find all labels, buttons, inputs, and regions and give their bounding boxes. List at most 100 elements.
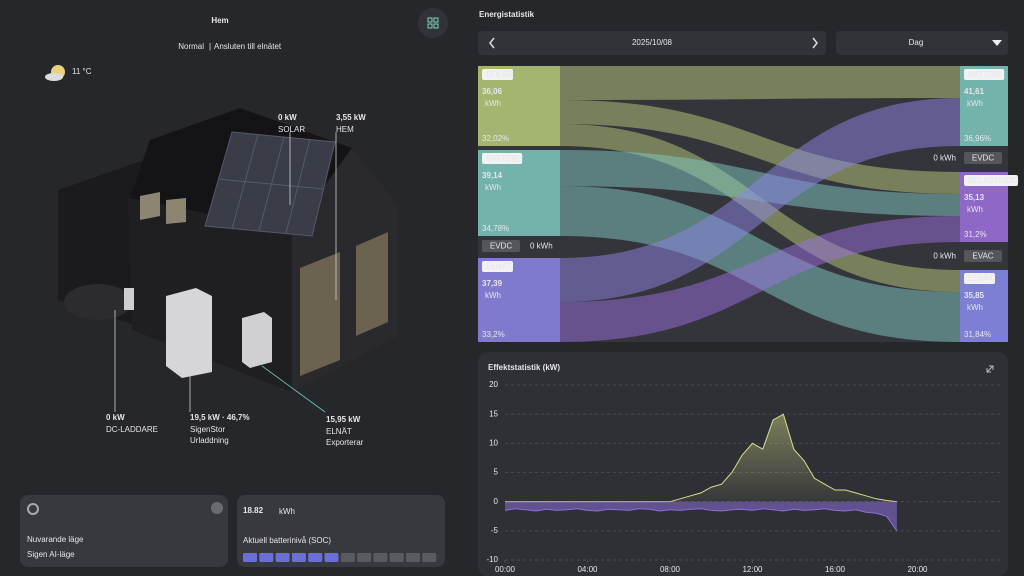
node-badge: [482, 240, 520, 252]
soc-segment: [259, 553, 274, 562]
mode-label: Nuvarande läge: [27, 535, 84, 544]
flow-value: 0 kW: [278, 113, 297, 122]
node-label: BATTERI: [968, 70, 1001, 79]
date: 2025/10/08: [632, 38, 673, 47]
node-share: 31,2%: [964, 230, 987, 239]
sankey-band: [560, 100, 960, 194]
period-select[interactable]: [836, 31, 1008, 55]
soc-segment: [324, 553, 339, 562]
node-badge: [482, 261, 513, 272]
battery-value: 18.82: [243, 506, 264, 515]
node-label: BELASTNING: [968, 176, 1019, 185]
node-amount: 0 kWh: [530, 242, 553, 251]
node-badge: [964, 69, 1005, 80]
battery-label: Aktuell batterinivå (SOC): [243, 536, 331, 545]
node-share: 34,78%: [482, 224, 509, 233]
soc-segment: [357, 553, 372, 562]
node-label: ELNÄT: [968, 274, 994, 283]
mode-value: Sigen AI-läge: [27, 550, 75, 559]
node-value: 41,61: [964, 87, 985, 96]
battery-card: [237, 495, 445, 567]
soc-segment: [422, 553, 437, 562]
soc-segment: [243, 553, 257, 562]
node-label: EVDC: [972, 154, 994, 163]
section-title: Energistatistik: [479, 10, 535, 19]
sankey-node: [478, 150, 560, 236]
sankey-band: [560, 216, 960, 342]
x-tick-label: 12:00: [742, 565, 763, 574]
flow-value: 15,95 kW: [326, 415, 361, 424]
node-label: ELNÄT: [486, 262, 512, 271]
soc-segment: [373, 553, 388, 562]
node-unit: kWh: [485, 183, 501, 192]
node-label: BATTERI: [486, 154, 519, 163]
node-share: 32,02%: [482, 134, 509, 143]
node-badge: [964, 175, 1018, 186]
status: Normal: [178, 42, 204, 51]
x-tick-label: 00:00: [495, 565, 516, 574]
node-badge: [482, 69, 513, 80]
x-tick-label: 04:00: [577, 565, 598, 574]
y-tick-label: 15: [489, 409, 498, 418]
page-title: Hem: [211, 16, 228, 25]
layout-toggle[interactable]: [418, 8, 448, 38]
node-share: 33,2%: [482, 330, 505, 339]
flow-status: Urladdning: [190, 436, 229, 445]
soc-segment: [406, 553, 420, 562]
date-arrows[interactable]: [489, 37, 818, 49]
house-illustration: [58, 108, 398, 413]
sankey-band: [560, 66, 960, 100]
node-badge: [964, 152, 1002, 164]
node-amount: 0 kWh: [933, 154, 956, 163]
flow-label: ELNÄT: [326, 427, 352, 436]
soc-segment: [308, 553, 323, 562]
node-value: 39,14: [482, 171, 503, 180]
node-value: 36,06: [482, 87, 503, 96]
flow-label: DC-LADDARE: [106, 425, 158, 434]
battery-unit: kWh: [279, 507, 295, 516]
chart-title: Effektstatistik (kW): [488, 363, 560, 372]
y-tick-label: 10: [489, 438, 498, 447]
node-value: 35,13: [964, 193, 985, 202]
node-value: 37,39: [482, 279, 503, 288]
x-tick-label: 08:00: [660, 565, 681, 574]
y-tick-label: 20: [489, 380, 498, 389]
mode-card[interactable]: [20, 495, 228, 567]
soc-segment: [340, 553, 355, 562]
weather-cloud: [45, 73, 63, 81]
y-tick-label: -10: [486, 555, 498, 564]
node-badge: [964, 250, 1002, 262]
area-fill: [505, 414, 897, 502]
node-value: 35,85: [964, 291, 985, 300]
flow-value: 0 kW: [106, 413, 125, 422]
y-tick-label: -5: [491, 526, 499, 535]
area-fill: [505, 501, 897, 531]
sankey-band: [560, 98, 960, 302]
node-label: EVDC: [490, 242, 512, 251]
connection: Ansluten till elnätet: [214, 42, 282, 51]
node-unit: kWh: [485, 291, 501, 300]
node-unit: kWh: [967, 303, 983, 312]
separator: |: [209, 42, 211, 51]
flow-label: SigenStor: [190, 425, 225, 434]
soc-segment: [275, 553, 290, 562]
flow-value: 3,55 kW: [336, 113, 366, 122]
flow-status: Exporterar: [326, 438, 364, 447]
dropdown-arrow: [992, 40, 1002, 46]
date-bar: [478, 31, 826, 55]
node-unit: kWh: [967, 205, 983, 214]
x-tick-label: 16:00: [825, 565, 846, 574]
flow-value: 19,5 kW · 46,7%: [190, 413, 250, 422]
node-amount: 0 kWh: [933, 252, 956, 261]
node-badge: [964, 273, 995, 284]
node-share: 31,84%: [964, 330, 991, 339]
x-tick-label: 20:00: [907, 565, 928, 574]
flow-label: SOLAR: [278, 125, 305, 134]
node-label: EVAC: [972, 252, 993, 261]
expand-icon[interactable]: [986, 365, 994, 373]
node-badge: [482, 153, 523, 164]
node-unit: kWh: [485, 99, 501, 108]
node-share: 36,96%: [964, 134, 991, 143]
